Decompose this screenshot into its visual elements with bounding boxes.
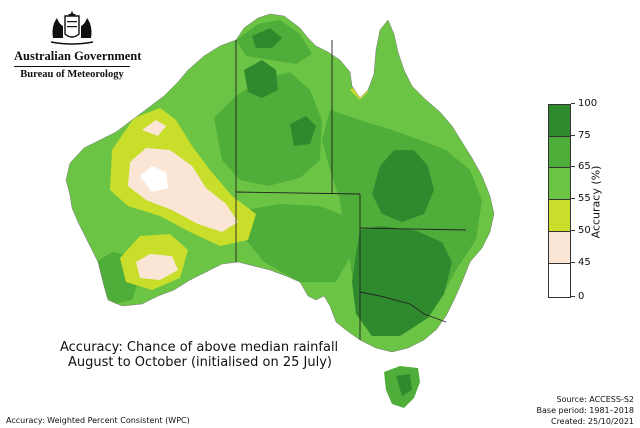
state-borders [235, 40, 467, 340]
accuracy-45-50-southwest [136, 254, 178, 280]
government-logo: Australian Government Bureau of Meteorol… [14, 8, 142, 80]
tasmania-inner [396, 374, 412, 396]
accuracy-45-50-northwest [142, 120, 166, 136]
agency-name: Bureau of Meteorology [14, 66, 130, 80]
accuracy-75-100-north [244, 60, 278, 98]
legend-tick-45: 45 [571, 257, 591, 268]
metadata: Source: ACCESS-S2 Base period: 1981–2018… [537, 394, 634, 427]
created-text: Created: 25/10/2021 [550, 417, 634, 426]
legend-band-55-65 [548, 167, 571, 200]
legend-tick-0: 0 [571, 291, 584, 302]
legend-tick-100: 100 [571, 98, 597, 109]
legend-tick-55: 55 [571, 193, 591, 204]
accuracy-75-100-east [352, 226, 452, 336]
base-period-text: Base period: 1981–2018 [536, 406, 634, 415]
legend-tick-75: 75 [571, 130, 591, 141]
accuracy-75-100-northeast [372, 150, 434, 222]
legend-band-0-45 [548, 263, 571, 298]
map-title-line1: Accuracy: Chance of above median rainfal… [60, 340, 339, 355]
legend-band-50-55 [548, 199, 571, 232]
map-title-line2: August to October (initialised on 25 Jul… [68, 355, 333, 370]
accuracy-65-75-south [246, 204, 354, 282]
legend-tick-65: 65 [571, 161, 591, 172]
legend-title: Accuracy (%) [589, 165, 603, 239]
accuracy-65-75-central [214, 72, 322, 186]
legend-band-65-75 [548, 136, 571, 168]
coat-of-arms-icon [50, 11, 94, 45]
legend-band-45-50 [548, 231, 571, 264]
government-name: Australian Government [14, 49, 142, 63]
mainland-border [65, 13, 495, 353]
source-text: Source: ACCESS-S2 [556, 395, 634, 404]
legend-band-75-100 [548, 104, 571, 137]
footnote: Accuracy: Weighted Percent Consistent (W… [6, 416, 190, 425]
legend-tick-50: 50 [571, 225, 591, 236]
map-title: Accuracy: Chance of above median rainfal… [60, 340, 338, 370]
accuracy-75-100-north-top [252, 28, 282, 48]
accuracy-0-45-west [140, 166, 168, 192]
accuracy-75-100-central [290, 116, 316, 146]
